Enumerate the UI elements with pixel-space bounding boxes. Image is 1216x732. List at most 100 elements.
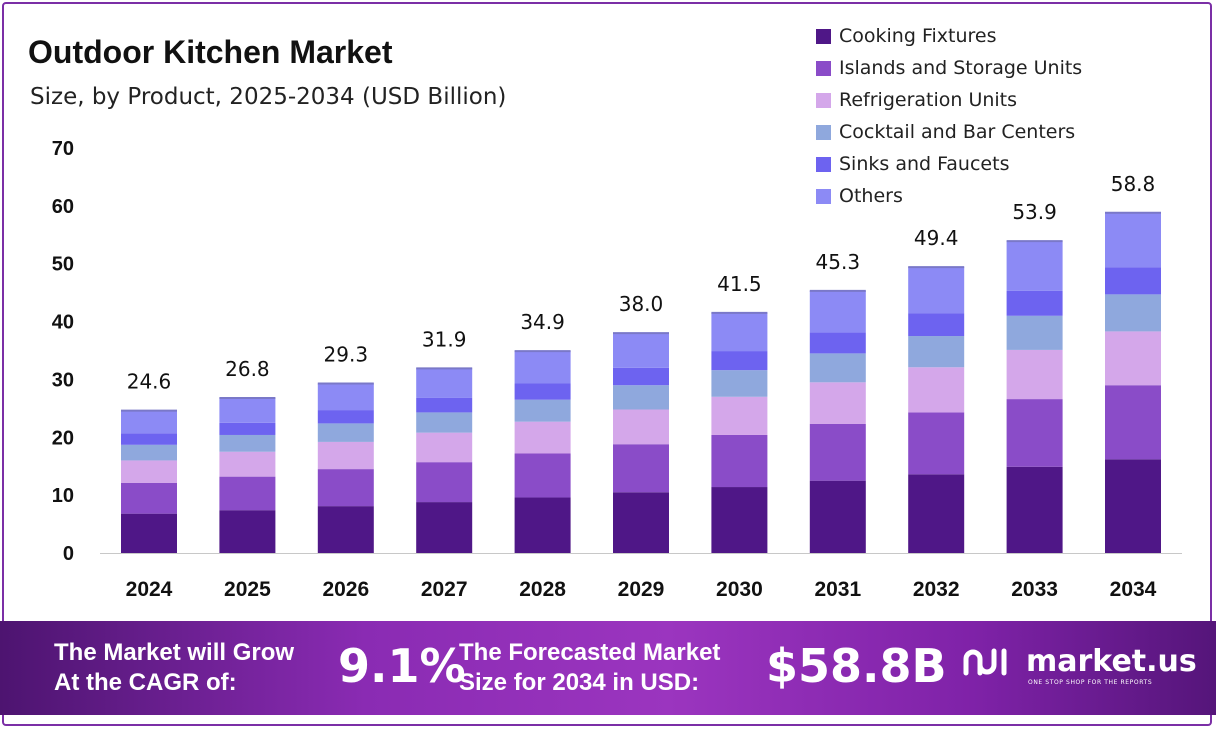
cagr-caption-line2: At the CAGR of:	[54, 669, 237, 696]
bar-segment	[613, 385, 669, 410]
legend-item: Sinks and Faucets	[816, 148, 1196, 180]
x-tick-label: 2034	[1110, 578, 1157, 601]
bar-total-label: 24.6	[127, 370, 172, 394]
bar-segment	[613, 492, 669, 553]
bar-segment	[416, 502, 473, 553]
bar-total-label: 29.3	[324, 342, 369, 366]
legend-item: Cocktail and Bar Centers	[816, 116, 1196, 148]
forecast-caption-line2: Size for 2034 in USD:	[459, 669, 700, 696]
legend-swatch	[816, 92, 831, 108]
bar-segment	[416, 397, 473, 413]
chart-subtitle: Size, by Product, 2025-2034 (USD Billion…	[30, 84, 507, 110]
y-tick-label: 40	[52, 312, 74, 334]
bar-segment	[908, 267, 965, 314]
bar-segment	[1105, 459, 1161, 553]
bar-segment	[711, 434, 768, 488]
legend-label: Sinks and Faucets	[839, 153, 1010, 175]
legend-label: Cooking Fixtures	[839, 25, 997, 47]
bar-segment	[809, 423, 866, 481]
bar-segment	[317, 383, 374, 411]
bar-segment	[1105, 385, 1161, 460]
forecast-value: $58.8B	[766, 639, 947, 693]
legend-swatch	[816, 60, 831, 76]
bar-total-label: 45.3	[816, 250, 861, 274]
bar-segment	[809, 353, 866, 383]
bar-segment	[219, 397, 276, 423]
y-tick-label: 60	[52, 196, 74, 218]
brand-tagline: ONE STOP SHOP FOR THE REPORTS	[1028, 679, 1153, 686]
bar-segment	[317, 441, 374, 470]
bar-segment	[613, 409, 669, 445]
bar-segment	[1006, 399, 1063, 467]
bar-total-label: 38.0	[619, 292, 664, 316]
bar-segment	[908, 336, 965, 368]
legend-item: Islands and Storage Units	[816, 52, 1196, 84]
x-tick-label: 2025	[224, 578, 271, 601]
bar-segment	[809, 290, 866, 333]
bar-segment	[219, 434, 276, 452]
summary-banner: The Market will Grow At the CAGR of: 9.1…	[0, 621, 1216, 715]
bar-segment	[1006, 315, 1063, 350]
bar-segment	[809, 382, 866, 424]
legend-label: Islands and Storage Units	[839, 57, 1083, 79]
cagr-caption-line1: The Market will Grow	[54, 639, 295, 666]
x-tick-label: 2030	[716, 578, 763, 601]
bar-total-label: 49.4	[914, 226, 959, 250]
bar-segment	[219, 422, 276, 435]
bar-segment	[809, 480, 866, 553]
bar-segment	[613, 333, 669, 368]
x-tick-label: 2033	[1011, 578, 1058, 601]
bar-segment	[317, 410, 374, 424]
cagr-value: 9.1%	[338, 639, 466, 693]
bar-segment	[908, 367, 965, 413]
bar-segment	[121, 513, 177, 553]
bar-segment	[514, 351, 571, 384]
bar-segment	[1006, 466, 1063, 553]
legend-swatch	[816, 124, 831, 140]
bar-segment	[1105, 267, 1161, 295]
bar-segment	[1105, 294, 1161, 332]
bar-total-label: 31.9	[422, 327, 467, 351]
bar-segment	[613, 444, 669, 493]
bar-segment	[416, 432, 473, 463]
x-tick-label: 2028	[519, 578, 566, 601]
legend-label: Others	[839, 185, 903, 207]
bar-segment	[1006, 241, 1063, 291]
bar-segment	[416, 412, 473, 433]
x-tick-label: 2031	[814, 578, 861, 601]
bar-segment	[514, 399, 571, 422]
forecast-caption-line1: The Forecasted Market	[459, 639, 721, 666]
bar-segment	[711, 312, 768, 352]
bar-segment	[317, 506, 374, 553]
x-tick-label: 2026	[322, 578, 369, 601]
forecast-caption: The Forecasted Market Size for 2034 in U…	[459, 638, 720, 698]
bar-segment	[514, 421, 571, 454]
bar-segment	[809, 332, 866, 354]
brand-logo[interactable]: market.us	[962, 645, 1197, 679]
x-tick-label: 2032	[913, 578, 960, 601]
bar-segment	[416, 462, 473, 503]
y-tick-label: 20	[52, 427, 74, 449]
bar-segment	[711, 351, 768, 371]
chart-title: Outdoor Kitchen Market	[28, 34, 393, 70]
bar-segment	[121, 444, 177, 461]
bar-segment	[711, 396, 768, 435]
bar-segment	[908, 313, 965, 337]
bar-segment	[613, 367, 669, 386]
bar-segment	[317, 469, 374, 507]
bar-segment	[711, 487, 768, 553]
bar-total-label: 58.8	[1111, 172, 1156, 196]
legend-swatch	[816, 188, 831, 204]
bar-total-label: 26.8	[225, 357, 270, 381]
bar-segment	[219, 510, 276, 553]
x-tick-label: 2024	[126, 578, 173, 601]
y-tick-label: 50	[52, 254, 74, 276]
bar-segment	[711, 370, 768, 397]
legend-swatch	[816, 28, 831, 44]
bar-segment	[1006, 290, 1063, 316]
bar-segment	[219, 476, 276, 511]
bar-segment	[908, 474, 965, 553]
bar-total-label: 34.9	[520, 310, 565, 334]
x-tick-label: 2029	[618, 578, 665, 601]
